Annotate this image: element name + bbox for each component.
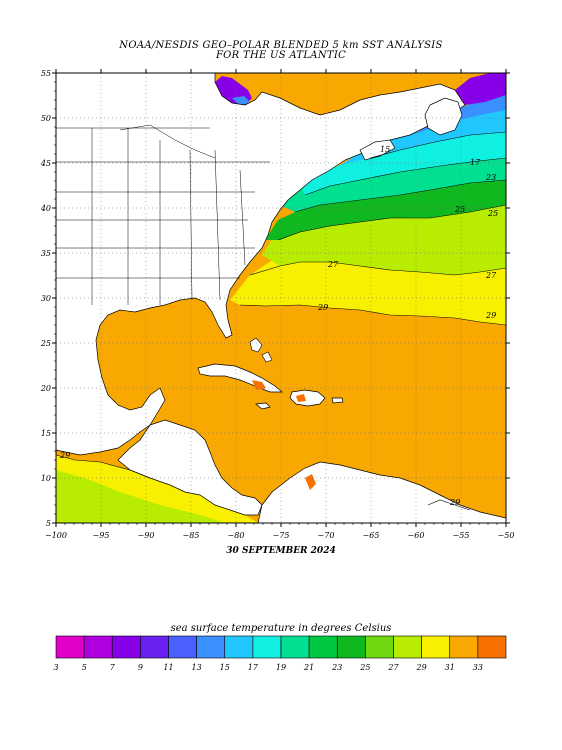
contour-label: 29 [449, 498, 460, 507]
sst-map: −100 −95 −90 −85 −80 −75 −70 −65 −60 −55 −50510152… [40, 69, 515, 540]
legend-swatch [365, 635, 394, 659]
legend-swatch [196, 635, 226, 659]
contour-label: 29 [59, 451, 70, 460]
land-newfoundland [424, 97, 463, 136]
sst-region-23 [265, 178, 506, 240]
legend-label: 33 [473, 663, 483, 672]
legend-label: 7 [110, 663, 116, 672]
legend-label: 25 [359, 663, 370, 672]
sst-region-19 [280, 155, 506, 212]
sst-hispaniola-warm [296, 394, 306, 402]
legend-label: 29 [416, 663, 427, 672]
legend-swatch [55, 635, 85, 659]
legend-swatch [449, 635, 479, 659]
legend-label: 19 [276, 663, 286, 672]
legend-swatch [308, 635, 338, 659]
sst-venezuela-warm [305, 474, 316, 490]
legend-swatch [140, 635, 169, 659]
contour-label: 25 [487, 209, 498, 218]
legend-label: 27 [387, 663, 399, 672]
land-hispaniola [289, 389, 326, 407]
axis-ticks: −100 −95 −90 −85 −80 −75 −70 −65 −60 −55 −50510152… [40, 69, 515, 540]
legend-label: 31 [445, 663, 455, 672]
lat-tick-label: 5 [46, 519, 51, 528]
lat-tick-label: 35 [41, 249, 51, 258]
contour-label: 15 [380, 145, 390, 154]
contour-label: 23 [485, 173, 496, 182]
legend-label: 21 [303, 663, 314, 672]
lon-tick-label: −65 [363, 531, 380, 540]
analysis-date: 30 SEPTEMBER 2024 [226, 546, 336, 556]
lon-tick-label: −95 [93, 531, 110, 540]
contour-label: 29 [485, 311, 496, 320]
lon-tick-label: −90 [138, 531, 155, 540]
lon-tick-label: −60 [408, 531, 425, 540]
lon-tick-label: −50 [498, 531, 515, 540]
lon-tick-label: −100 [45, 531, 67, 540]
lat-tick-label: 20 [40, 384, 51, 393]
land-puerto-rico [331, 397, 344, 404]
lat-tick-label: 50 [41, 114, 51, 123]
lon-tick-label: −70 [318, 531, 335, 540]
lon-tick-label: −85 [183, 531, 200, 540]
legend-swatch [168, 635, 197, 659]
legend-swatch [477, 635, 507, 659]
legend-label: 13 [192, 663, 202, 672]
legend-label: 15 [220, 663, 230, 672]
lat-tick-label: 55 [41, 69, 51, 78]
sst-region-pacific-25 [56, 470, 225, 523]
legend-swatch [336, 635, 366, 659]
land-jamaica [255, 402, 271, 410]
lat-lon-grid [56, 73, 506, 523]
lat-tick-label: 10 [41, 474, 51, 483]
sst-region-9 [455, 73, 506, 105]
lat-tick-label: 30 [41, 294, 51, 303]
state-borders [56, 124, 270, 305]
contour-lines [56, 131, 506, 511]
legend-swatch [421, 635, 451, 659]
legend-label: 9 [138, 663, 143, 672]
legend-swatch [252, 635, 282, 659]
lat-tick-label: 40 [40, 204, 51, 213]
sst-region-17 [300, 128, 506, 195]
lon-tick-label: −80 [228, 531, 245, 540]
contour-label: 27 [485, 271, 497, 280]
lat-tick-label: 45 [40, 159, 51, 168]
contour-label: 29 [317, 303, 328, 312]
legend-label: 5 [82, 663, 87, 672]
lon-tick-label: −75 [273, 531, 290, 540]
lat-tick-label: 15 [41, 429, 51, 438]
legend-label: 11 [163, 663, 173, 672]
contour-label: 17 [470, 158, 481, 167]
legend-swatch [224, 635, 254, 659]
map-title-line1: NOAA/NESDIS GEO–POLAR BLENDED 5 km SST A… [119, 40, 443, 51]
color-legend: 3 5 7 9 11 13 15 17 19 21 23 25 27 29 31 33 [53, 635, 507, 672]
legend-label: 17 [248, 663, 259, 672]
land-nova-scotia [359, 139, 396, 161]
lat-tick-label: 25 [40, 339, 51, 348]
legend-title: sea surface temperature in degrees Celsi… [170, 623, 392, 634]
map-title-line2: FOR THE US ATLANTIC [215, 50, 347, 61]
contour-label: 27 [327, 260, 339, 269]
lon-tick-label: −55 [453, 531, 470, 540]
legend-label: 3 [53, 663, 58, 672]
sst-region-hudson-edge [232, 96, 250, 106]
contour-label-group: 29 29 29 29 27 27 25 25 17 15 23 [59, 145, 498, 507]
legend-swatch [393, 635, 422, 659]
legend-swatch [280, 635, 310, 659]
legend-label: 23 [331, 663, 342, 672]
contour-label: 25 [454, 205, 465, 214]
legend-swatch [83, 635, 113, 659]
legend-swatch [111, 635, 141, 659]
land-bahamas [249, 337, 273, 363]
sst-caribbean-warm [252, 380, 266, 390]
